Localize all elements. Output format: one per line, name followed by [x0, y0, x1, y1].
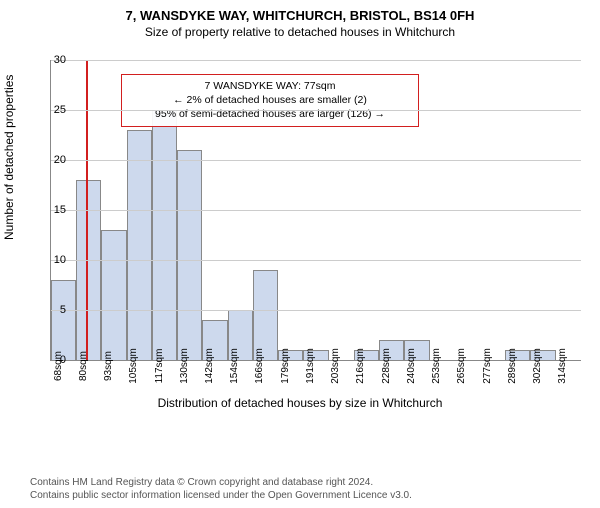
plot-region: 68sqm80sqm93sqm105sqm117sqm130sqm142sqm1… [50, 60, 581, 361]
annotation-line1: 7 WANSDYKE WAY: 77sqm [130, 79, 410, 93]
gridline [51, 160, 581, 161]
y-tick-label: 15 [36, 204, 66, 216]
y-tick-label: 30 [36, 54, 66, 66]
gridline [51, 60, 581, 61]
x-tick-label: 117sqm [154, 349, 165, 384]
y-tick-label: 0 [36, 354, 66, 366]
footer-attribution: Contains HM Land Registry data © Crown c… [30, 476, 412, 502]
x-tick-label: 314sqm [557, 348, 568, 384]
footer-line2: Contains public sector information licen… [30, 489, 412, 502]
histogram-bar [76, 180, 101, 360]
annotation-box: 7 WANSDYKE WAY: 77sqm ← 2% of detached h… [121, 74, 419, 127]
histogram-bar [51, 280, 76, 360]
gridline [51, 260, 581, 261]
histogram-bar [127, 130, 152, 360]
y-tick-label: 5 [36, 304, 66, 316]
x-tick-label: 302sqm [532, 348, 543, 384]
x-tick-label: 277sqm [482, 348, 493, 384]
x-axis-label: Distribution of detached houses by size … [0, 396, 600, 410]
footer-line1: Contains HM Land Registry data © Crown c… [30, 476, 412, 489]
x-tick-label: 166sqm [254, 348, 265, 384]
gridline [51, 110, 581, 111]
y-tick-label: 25 [36, 104, 66, 116]
histogram-bar [177, 150, 202, 360]
y-tick-label: 20 [36, 154, 66, 166]
x-tick-label: 265sqm [456, 348, 467, 384]
gridline [51, 310, 581, 311]
gridline [51, 210, 581, 211]
title-sub: Size of property relative to detached ho… [0, 25, 600, 39]
x-tick-label: 240sqm [406, 348, 417, 384]
x-tick-label: 130sqm [179, 348, 190, 384]
annotation-line2: ← 2% of detached houses are smaller (2) [130, 93, 410, 107]
x-tick-label: 105sqm [128, 348, 139, 384]
x-tick-label: 228sqm [381, 348, 392, 384]
histogram-bar [253, 270, 278, 360]
histogram-bar [152, 110, 177, 360]
x-tick-label: 191sqm [305, 348, 316, 384]
x-tick-label: 142sqm [204, 348, 215, 384]
x-tick-label: 154sqm [229, 348, 240, 384]
y-tick-label: 10 [36, 254, 66, 266]
x-tick-label: 289sqm [507, 348, 518, 384]
chart-area: Number of detached properties 68sqm80sqm… [0, 50, 600, 430]
y-axis-label: Number of detached properties [2, 75, 16, 240]
title-main: 7, WANSDYKE WAY, WHITCHURCH, BRISTOL, BS… [0, 8, 600, 23]
x-tick-label: 203sqm [330, 348, 341, 384]
x-tick-label: 179sqm [280, 348, 291, 384]
x-tick-label: 216sqm [355, 348, 366, 384]
histogram-bar [101, 230, 126, 360]
x-tick-label: 93sqm [103, 351, 114, 381]
x-tick-label: 253sqm [431, 348, 442, 384]
